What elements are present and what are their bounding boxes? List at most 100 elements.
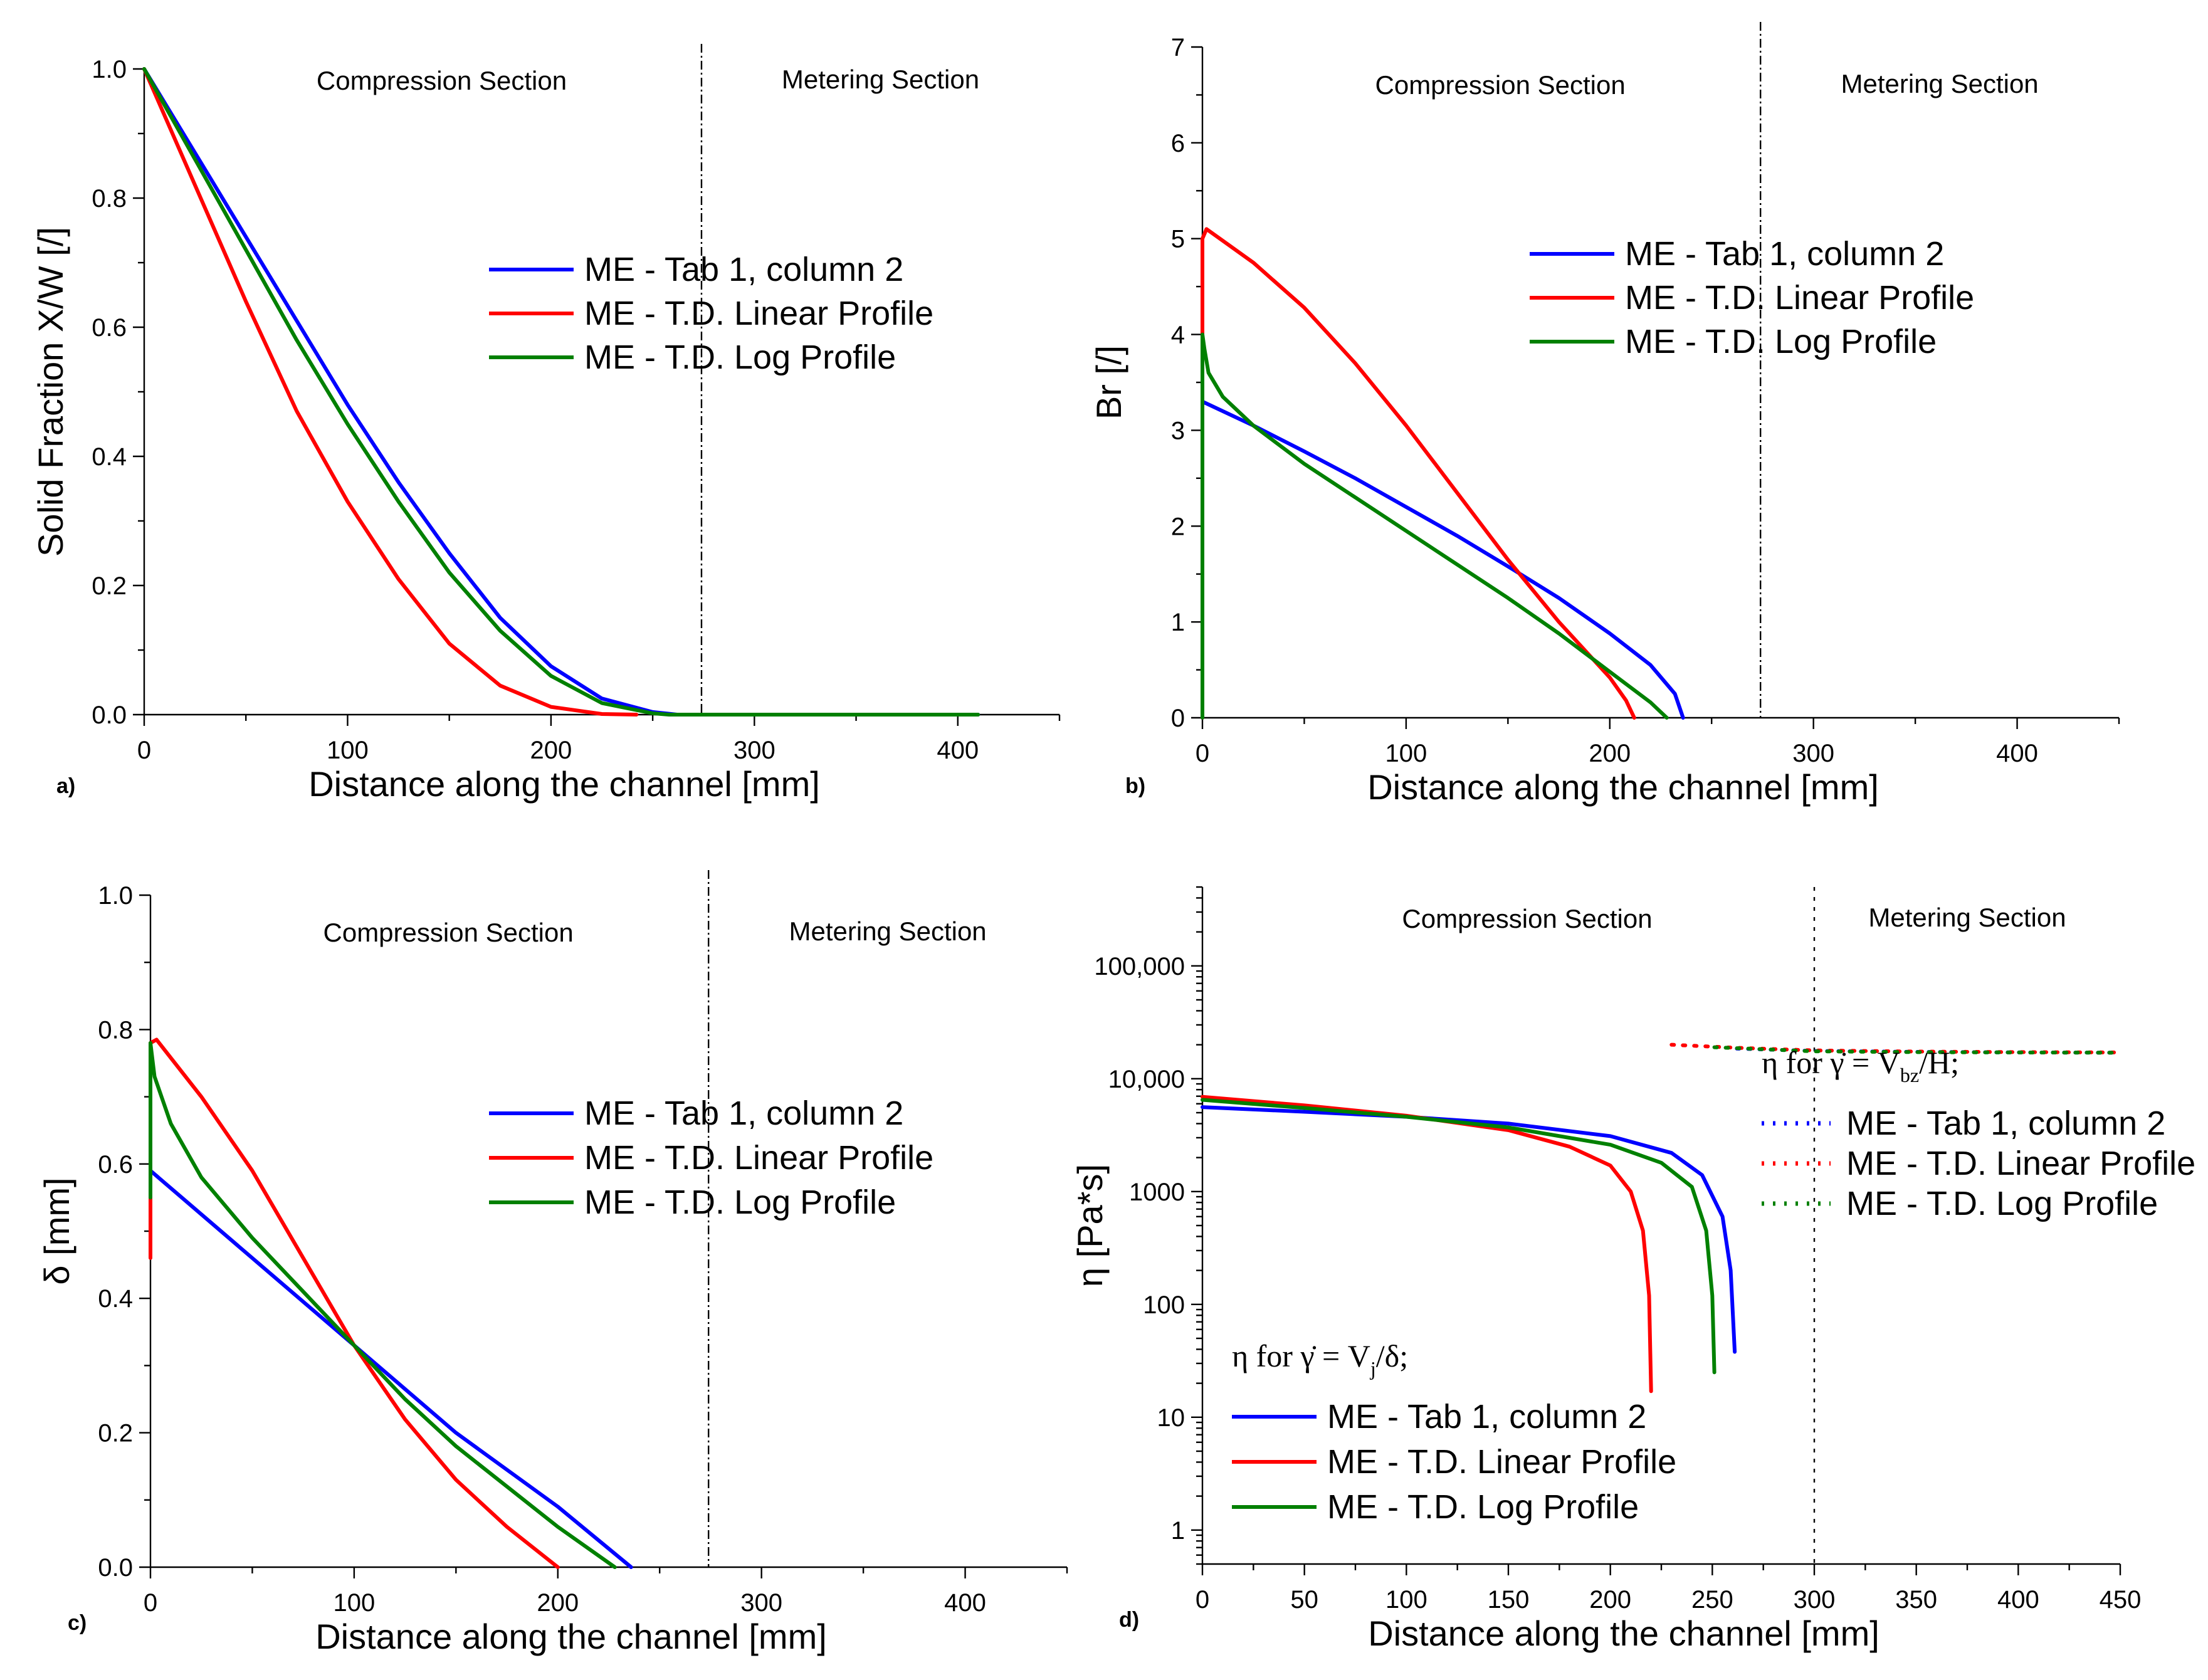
series-line-1	[1201, 1105, 1737, 1354]
compression-section-label: Compression Section	[323, 918, 574, 947]
y-tick-label: 6	[1171, 130, 1185, 157]
y-tick-label: 0.2	[92, 572, 127, 600]
series-line-2	[149, 1037, 560, 1569]
legend-title: η for γ̇ = Vj/δ;	[1232, 1338, 1408, 1380]
legend-title-sub: j	[1370, 1357, 1376, 1380]
legend-label: ME - Tab 1, column 2	[1327, 1398, 1646, 1436]
y-tick-label: 1.0	[98, 882, 133, 910]
legend-label: ME - T.D. Linear Profile	[1625, 279, 1974, 317]
panel-label: b)	[1125, 774, 1145, 798]
x-tick-label: 0	[137, 737, 151, 764]
legend-title-math: γ̇ = V	[1829, 1045, 1900, 1080]
compression-section-label: Compression Section	[1402, 904, 1652, 933]
series-line-3	[1201, 1098, 1716, 1375]
y-tick-label: 3	[1171, 417, 1185, 444]
series-line-2	[1201, 227, 1636, 720]
x-tick-label: 250	[1691, 1586, 1733, 1614]
x-tick-label: 400	[1997, 1586, 2039, 1614]
series-line-5	[1669, 1042, 2122, 1054]
series-line-1	[1201, 399, 1685, 720]
legend-label: ME - T.D. Log Profile	[584, 339, 896, 376]
x-tick-label: 400	[937, 737, 979, 764]
chart-panel-c: 0 100 200 300 400 0.0 0.2 0.4 0.6 0.8 1.0 Distance …	[37, 870, 1068, 1656]
chart-panel-d: 0 50 100 150 200 250 300 350 400 450 1 10 100 1000 10,…	[1070, 886, 2195, 1653]
y-tick-label: 1	[1171, 609, 1185, 636]
x-tick-label: 50	[1290, 1586, 1318, 1614]
y-tick-label: 0.6	[98, 1151, 133, 1179]
x-tick-label: 100	[327, 737, 369, 764]
series-line-6	[1712, 1045, 2122, 1055]
legend-title-math: γ̇ = V	[1300, 1338, 1370, 1373]
x-axis-title: Distance along the channel [mm]	[1367, 767, 1879, 807]
legend-group-2: η for γ̇ = Vbz/H;ME - Tab 1, column 2ME …	[1762, 1045, 2195, 1222]
legend-title-suffix: /δ;	[1376, 1338, 1408, 1373]
chart-panel-b: 0 100 200 300 400 0 1 2 3 4 5 6 7 Distance along the …	[1089, 22, 2120, 807]
y-tick-label: 0.8	[92, 185, 127, 213]
y-tick-label: 0.0	[98, 1554, 133, 1582]
x-tick-label: 0	[1196, 740, 1209, 767]
x-tick-label: 200	[1589, 740, 1631, 767]
x-tick-label: 300	[733, 737, 775, 764]
x-tick-label: 450	[2100, 1586, 2142, 1614]
y-tick-label: 10	[1157, 1404, 1185, 1432]
x-tick-label: 300	[1792, 740, 1834, 767]
legend-group-1: η for γ̇ = Vj/δ; ME - Tab 1, column 2 ME -…	[1232, 1338, 1676, 1526]
legend-label: ME - T.D. Log Profile	[1625, 323, 1937, 360]
y-tick-label: 0.4	[92, 443, 127, 471]
legend: ME - Tab 1, column 2 ME - T.D. Linear Pro…	[489, 251, 933, 376]
series-line-2	[142, 67, 639, 717]
y-tick-label: 10,000	[1108, 1066, 1185, 1093]
series-line-3	[149, 1041, 617, 1569]
x-tick-label: 400	[1996, 740, 2038, 767]
x-tick-label: 200	[1589, 1586, 1631, 1614]
y-tick-label: 0.2	[98, 1420, 133, 1447]
legend-title-sub: bz	[1900, 1064, 1919, 1086]
legend-label: ME - T.D. Log Profile	[1846, 1185, 2158, 1222]
series-line-3	[142, 67, 980, 717]
x-tick-label: 100	[1385, 740, 1427, 767]
metering-section-label: Metering Section	[789, 916, 987, 946]
y-tick-label: 2	[1171, 513, 1185, 540]
y-tick-label: 1.0	[92, 56, 127, 83]
legend-label: ME - Tab 1, column 2	[584, 251, 903, 288]
legend-label: ME - T.D. Linear Profile	[1327, 1443, 1676, 1481]
panel-label: a)	[56, 774, 75, 798]
x-tick-label: 0	[144, 1589, 157, 1617]
legend-title-suffix: /H;	[1919, 1045, 1959, 1080]
y-axis-title: Br [/]	[1089, 345, 1128, 419]
legend-title-prefix: η for	[1762, 1045, 1830, 1080]
compression-section-label: Compression Section	[1375, 70, 1626, 100]
y-tick-label: 0	[1171, 705, 1185, 732]
metering-section-label: Metering Section	[782, 65, 979, 94]
series-line-3	[1201, 332, 1669, 720]
legend-label: ME - Tab 1, column 2	[1846, 1105, 2165, 1142]
y-axis-title: η [Pa*s]	[1070, 1164, 1110, 1287]
legend-label: ME - T.D. Linear Profile	[584, 295, 933, 332]
x-tick-label: 400	[944, 1589, 986, 1617]
y-tick-label: 0.8	[98, 1016, 133, 1044]
legend-label: ME - T.D. Linear Profile	[1846, 1145, 2195, 1182]
panel-label: c)	[68, 1611, 87, 1635]
x-axis-title: Distance along the channel [mm]	[315, 1617, 827, 1656]
y-tick-label: 5	[1171, 226, 1185, 253]
legend: ME - Tab 1, column 2 ME - T.D. Linear Pro…	[1530, 235, 1974, 360]
y-tick-label: 7	[1171, 34, 1185, 61]
y-tick-label: 0.4	[98, 1285, 133, 1313]
y-tick-label: 100,000	[1094, 953, 1185, 980]
panel-label: d)	[1119, 1608, 1139, 1632]
x-tick-label: 300	[1794, 1586, 1836, 1614]
x-tick-label: 0	[1196, 1586, 1209, 1614]
x-tick-label: 200	[530, 737, 572, 764]
legend-label: ME - T.D. Log Profile	[584, 1184, 896, 1221]
y-tick-label: 0.6	[92, 314, 127, 342]
legend-label: ME - Tab 1, column 2	[1625, 235, 1944, 273]
y-tick-label: 0.0	[92, 701, 127, 729]
legend-label: ME - Tab 1, column 2	[584, 1095, 903, 1132]
legend-title-prefix: η for	[1232, 1338, 1300, 1373]
x-tick-label: 150	[1488, 1586, 1530, 1614]
x-tick-label: 100	[334, 1589, 376, 1617]
compression-section-label: Compression Section	[317, 66, 567, 95]
legend-title: η for γ̇ = Vbz/H;	[1762, 1045, 1959, 1086]
y-tick-label: 100	[1143, 1291, 1185, 1319]
